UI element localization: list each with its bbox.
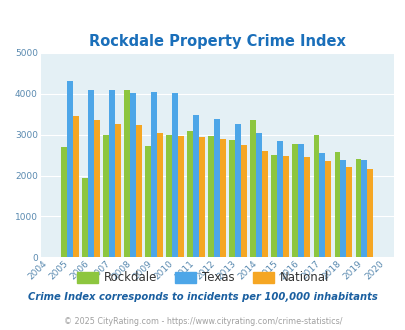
Bar xyxy=(88,90,94,257)
Bar xyxy=(298,145,303,257)
Bar xyxy=(277,141,283,257)
Bar xyxy=(355,159,360,257)
Bar xyxy=(283,155,288,257)
Bar xyxy=(61,147,67,257)
Bar xyxy=(166,135,172,257)
Bar xyxy=(157,133,162,257)
Bar xyxy=(109,90,115,257)
Bar xyxy=(229,140,235,257)
Bar xyxy=(115,124,121,257)
Bar xyxy=(235,124,241,257)
Bar xyxy=(313,135,319,257)
Bar xyxy=(151,92,157,257)
Bar xyxy=(73,116,79,257)
Bar xyxy=(94,120,100,257)
Title: Rockdale Property Crime Index: Rockdale Property Crime Index xyxy=(89,34,345,49)
Bar xyxy=(136,125,142,257)
Text: © 2025 CityRating.com - https://www.cityrating.com/crime-statistics/: © 2025 CityRating.com - https://www.city… xyxy=(64,317,341,326)
Bar xyxy=(256,133,262,257)
Bar xyxy=(324,161,330,257)
Bar xyxy=(241,145,247,257)
Bar xyxy=(339,160,345,257)
Bar xyxy=(67,81,73,257)
Bar xyxy=(292,144,298,257)
Bar xyxy=(303,157,309,257)
Bar xyxy=(124,90,130,257)
Text: Crime Index corresponds to incidents per 100,000 inhabitants: Crime Index corresponds to incidents per… xyxy=(28,292,377,302)
Bar xyxy=(367,169,372,257)
Bar xyxy=(345,167,351,257)
Bar xyxy=(178,136,183,257)
Bar xyxy=(198,137,205,257)
Bar xyxy=(208,136,214,257)
Bar xyxy=(130,93,136,257)
Bar xyxy=(187,131,193,257)
Bar xyxy=(319,153,324,257)
Bar xyxy=(193,115,198,257)
Bar xyxy=(250,120,256,257)
Bar xyxy=(214,119,220,257)
Bar xyxy=(172,93,178,257)
Bar xyxy=(334,152,339,257)
Bar xyxy=(145,146,151,257)
Bar xyxy=(220,139,226,257)
Bar xyxy=(103,135,109,257)
Legend: Rockdale, Texas, National: Rockdale, Texas, National xyxy=(72,267,333,289)
Bar xyxy=(82,178,88,257)
Bar xyxy=(360,160,367,257)
Bar xyxy=(262,151,267,257)
Bar xyxy=(271,155,277,257)
